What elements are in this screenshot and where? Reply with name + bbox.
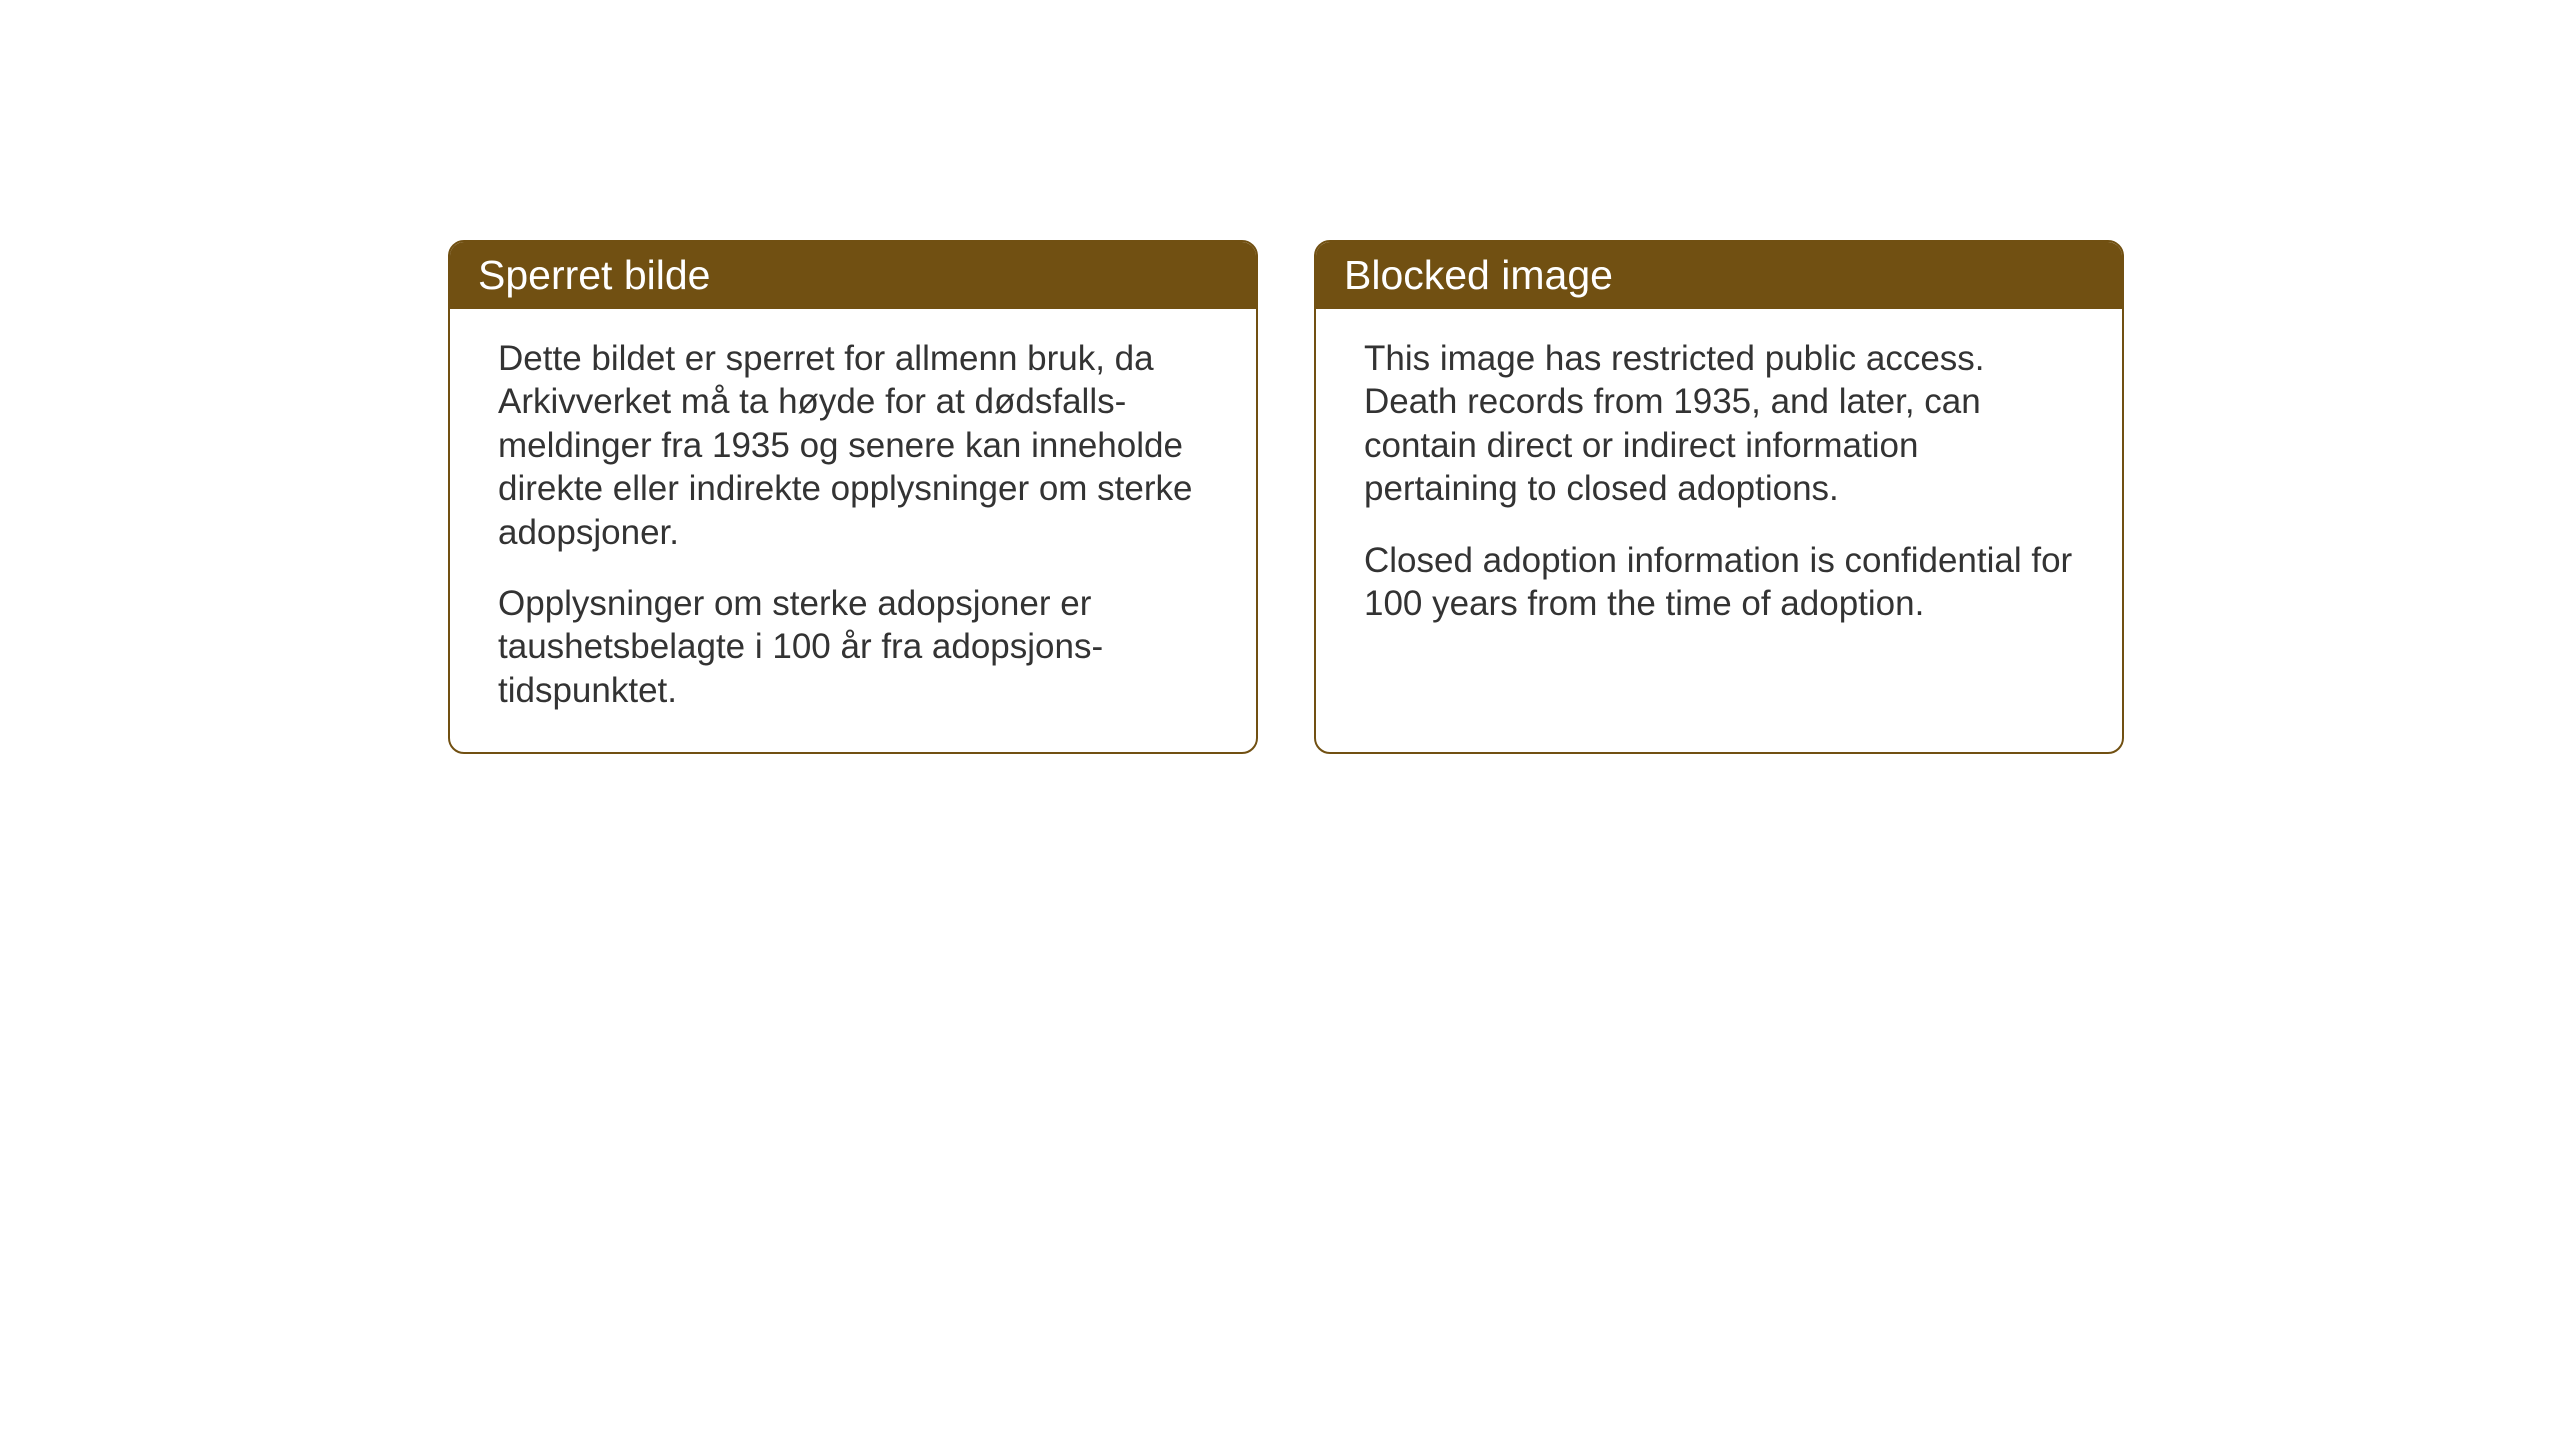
- card-body-english: This image has restricted public access.…: [1316, 309, 2122, 665]
- card-header-english: Blocked image: [1316, 242, 2122, 309]
- card-header-norwegian: Sperret bilde: [450, 242, 1256, 309]
- card-paragraph-1-norwegian: Dette bildet er sperret for allmenn bruk…: [498, 337, 1208, 554]
- card-paragraph-1-english: This image has restricted public access.…: [1364, 337, 2074, 511]
- card-body-norwegian: Dette bildet er sperret for allmenn bruk…: [450, 309, 1256, 752]
- card-title-norwegian: Sperret bilde: [478, 252, 710, 298]
- card-title-english: Blocked image: [1344, 252, 1613, 298]
- cards-container: Sperret bilde Dette bildet er sperret fo…: [448, 240, 2124, 754]
- card-paragraph-2-norwegian: Opplysninger om sterke adopsjoner er tau…: [498, 582, 1208, 712]
- card-paragraph-2-english: Closed adoption information is confident…: [1364, 539, 2074, 626]
- card-english: Blocked image This image has restricted …: [1314, 240, 2124, 754]
- card-norwegian: Sperret bilde Dette bildet er sperret fo…: [448, 240, 1258, 754]
